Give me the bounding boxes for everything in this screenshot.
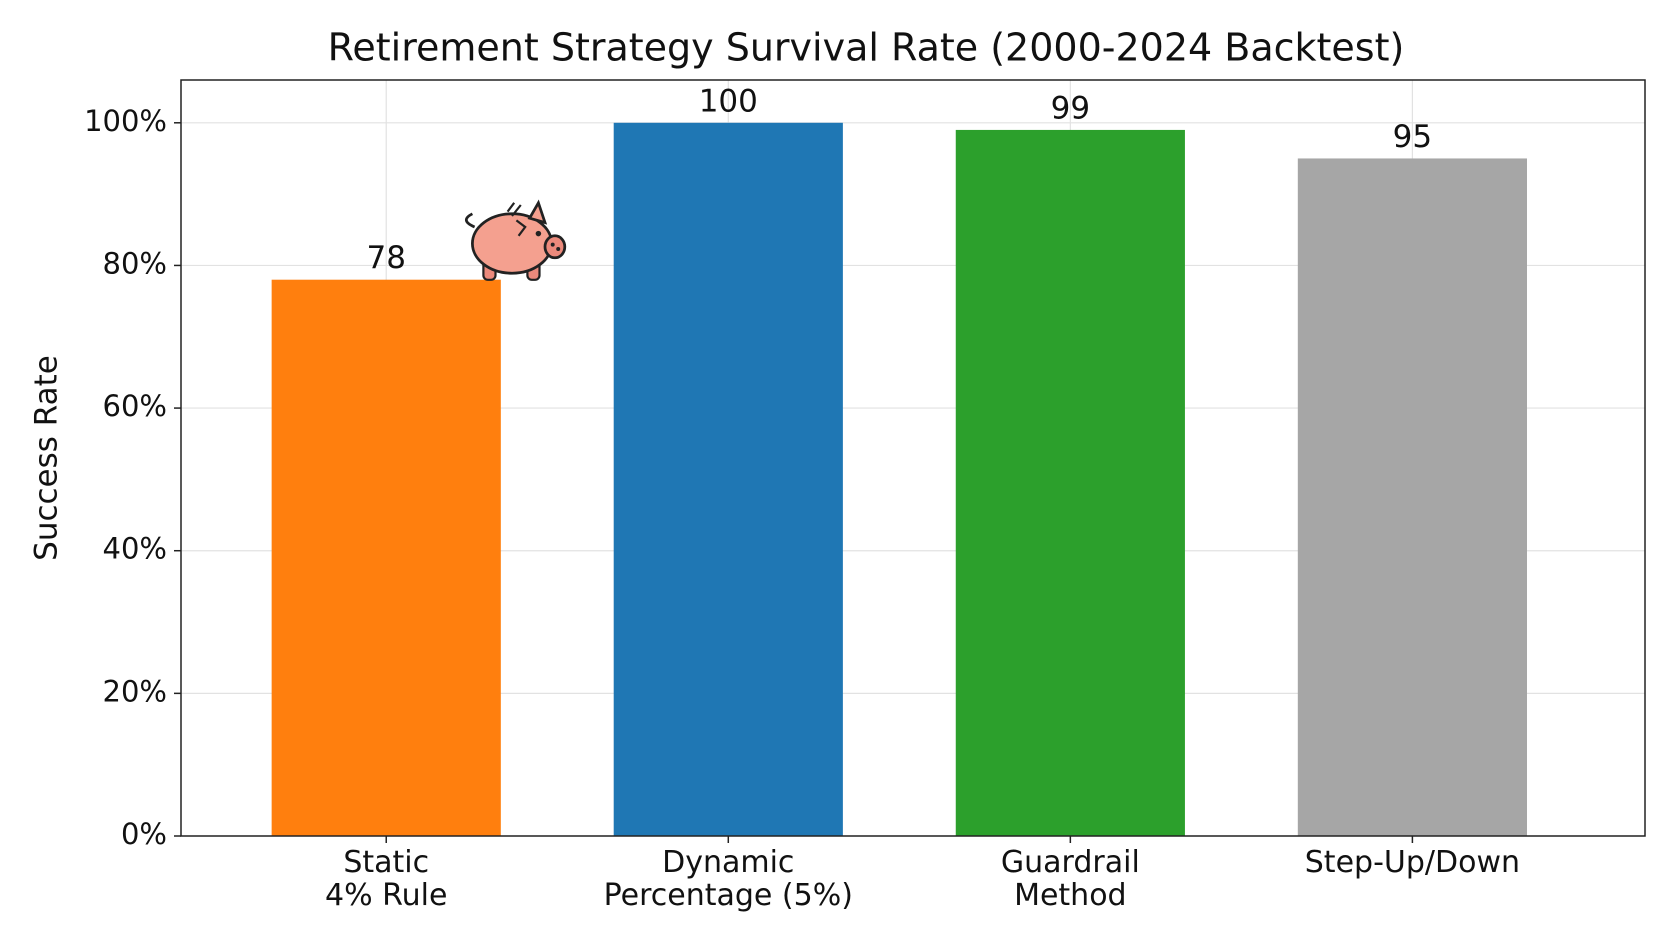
x-tick-label: Dynamic Percentage (5%) bbox=[604, 845, 853, 913]
piggy-bank-icon bbox=[464, 199, 567, 281]
x-tick-label: Guardrail Method bbox=[1001, 845, 1140, 913]
y-tick-label: 0% bbox=[121, 817, 167, 851]
bars bbox=[271, 122, 1527, 837]
labels: 0% 20% 40% 60% 80% 100% Static 4% Rule 78 Dynamic… bbox=[84, 83, 1520, 913]
bar bbox=[955, 129, 1185, 836]
value-label: 78 bbox=[367, 240, 406, 276]
plot-frame bbox=[180, 79, 1646, 837]
value-label: 99 bbox=[1051, 90, 1090, 126]
bar bbox=[271, 279, 501, 836]
value-label: 100 bbox=[699, 83, 758, 119]
y-tick-label: 100% bbox=[84, 104, 167, 138]
y-tick-label: 40% bbox=[103, 532, 167, 566]
x-tick-label: Step-Up/Down bbox=[1305, 845, 1520, 880]
y-tick-label: 20% bbox=[103, 674, 167, 708]
y-tick-label: 60% bbox=[103, 389, 167, 423]
bar bbox=[1297, 158, 1527, 837]
bar bbox=[613, 122, 843, 836]
y-tick-label: 80% bbox=[103, 246, 167, 280]
x-tick-label: Static 4% Rule bbox=[325, 845, 447, 913]
chart-title: Retirement Strategy Survival Rate (2000-… bbox=[328, 26, 1405, 70]
value-label: 95 bbox=[1393, 119, 1432, 155]
y-axis-label: Success Rate bbox=[29, 355, 65, 561]
